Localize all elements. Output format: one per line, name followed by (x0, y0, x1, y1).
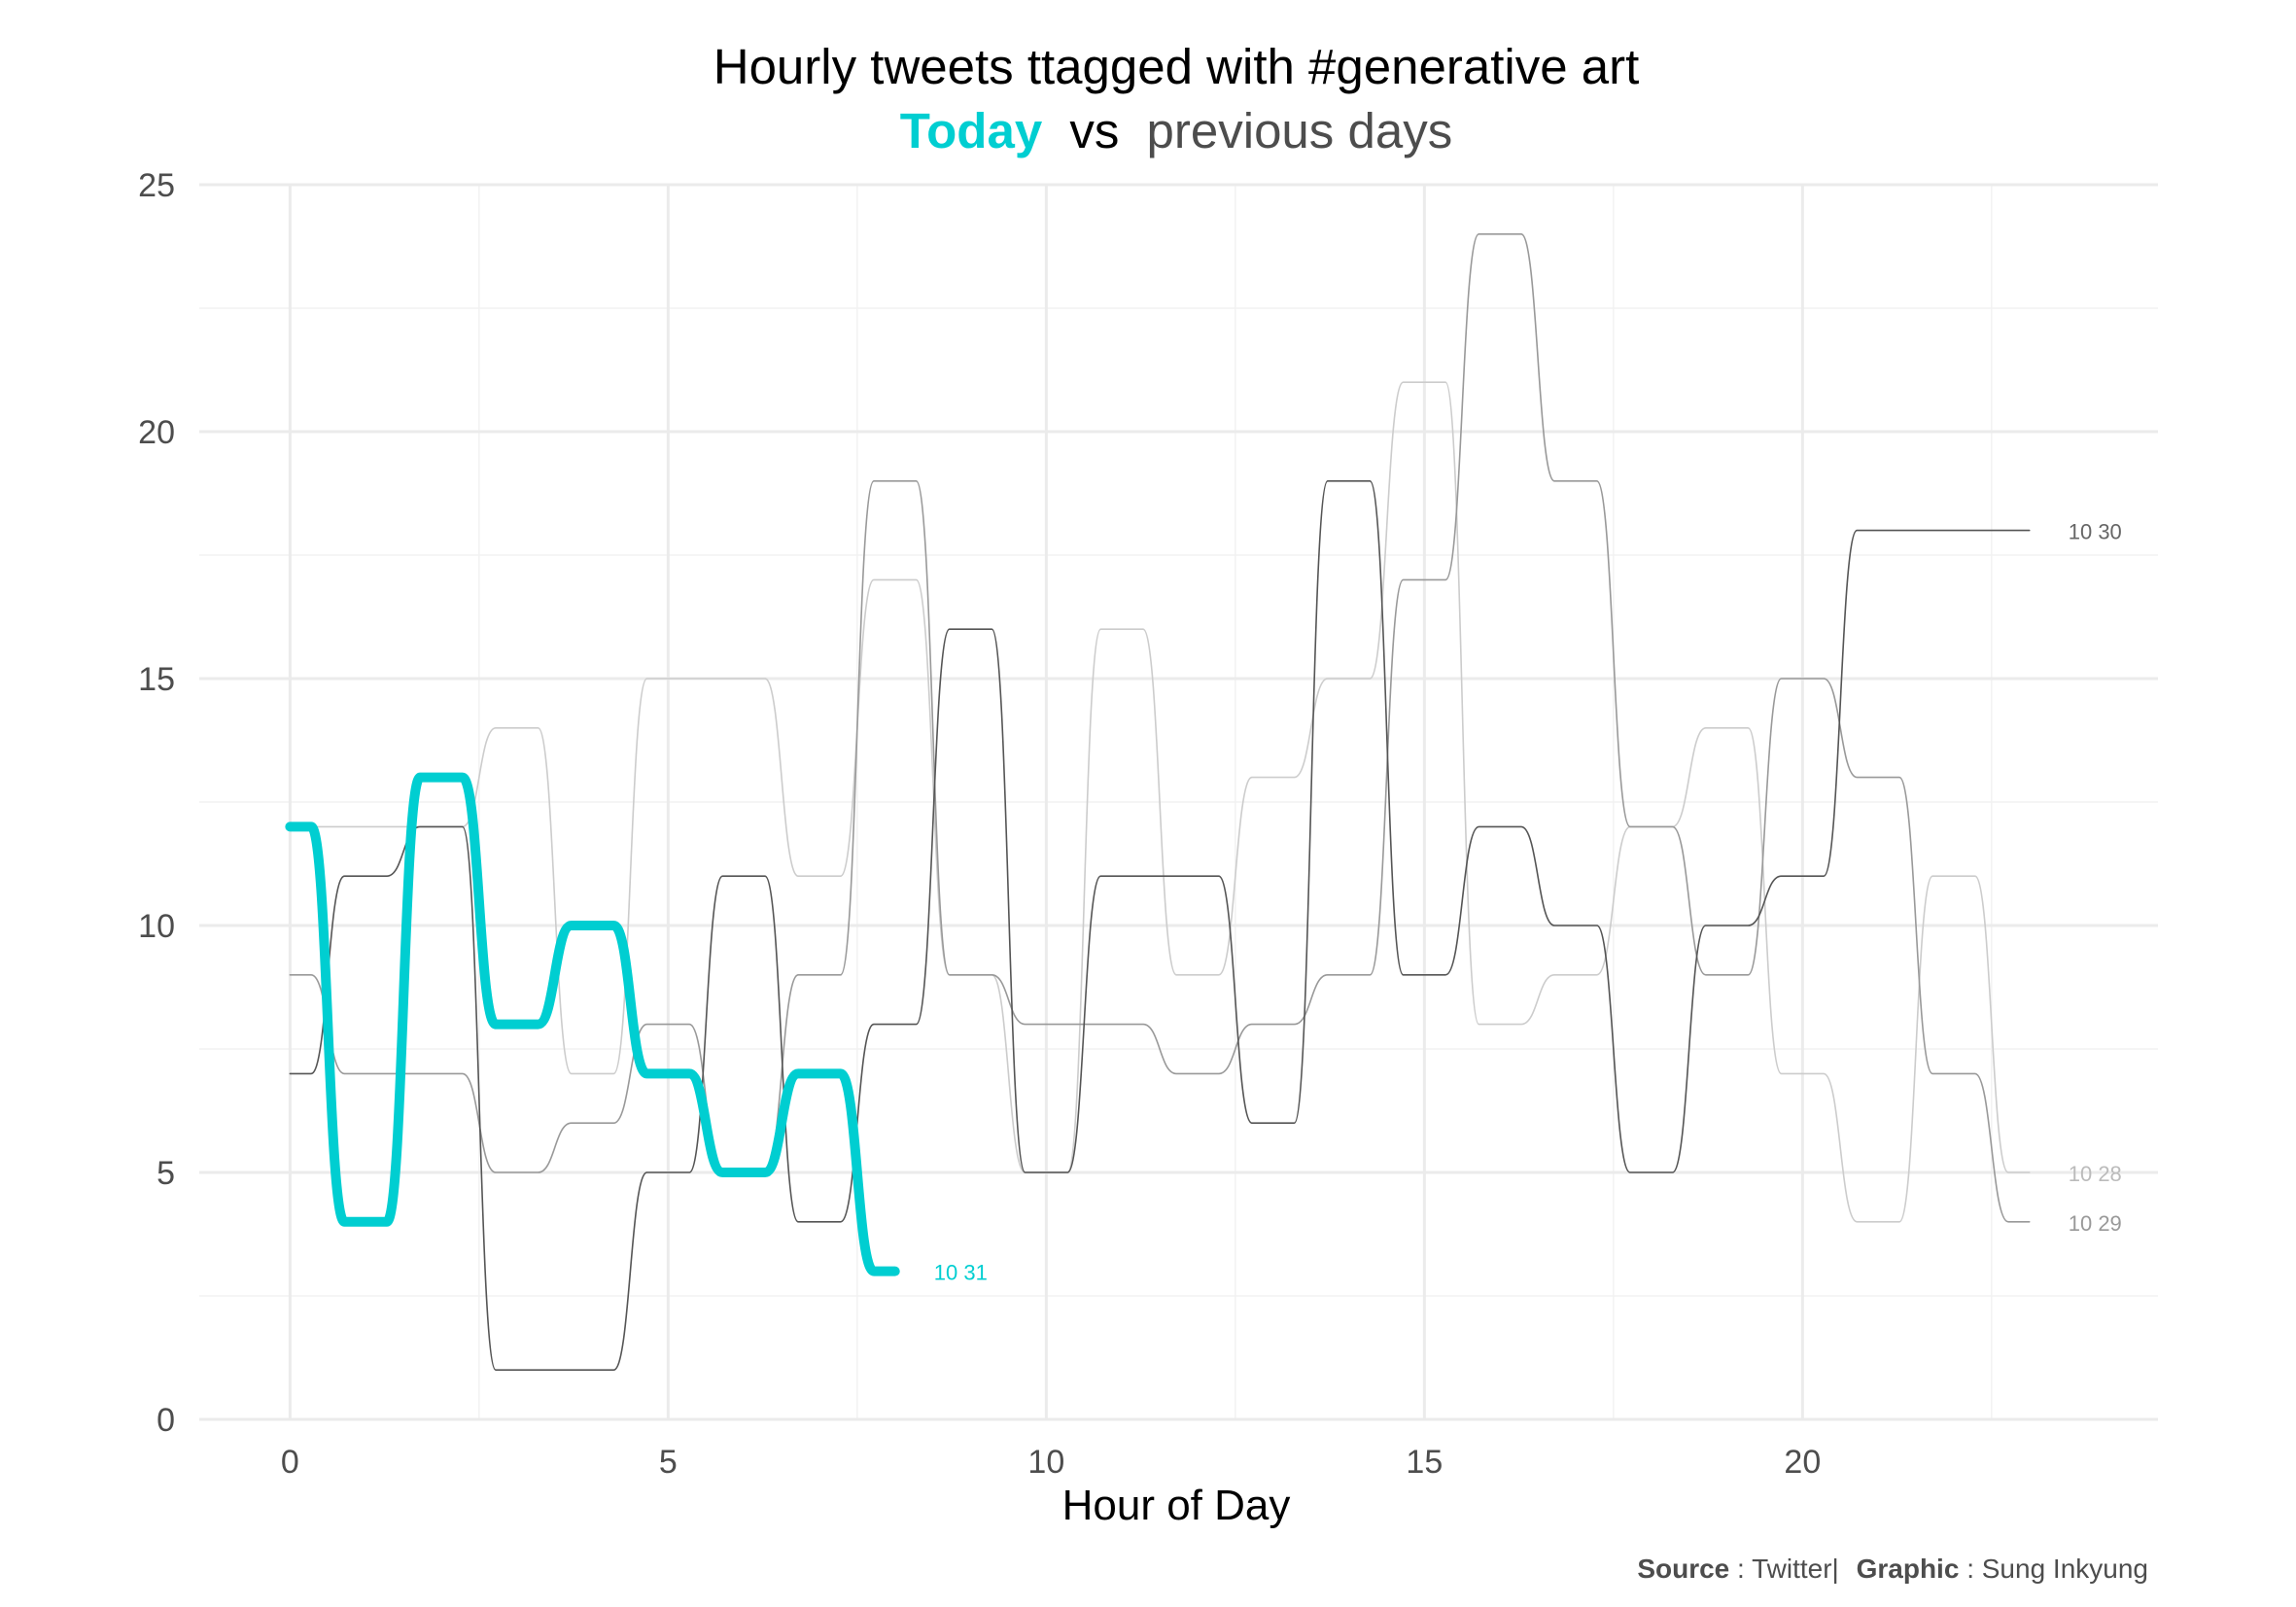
y-tick-label: 10 (138, 908, 175, 945)
x-tick-label: 20 (1784, 1444, 1821, 1481)
caption-graphic-value: : Sung Inkyung (1966, 1554, 2148, 1584)
caption-graphic-label: Graphic (1857, 1554, 1960, 1584)
y-tick-label: 0 (157, 1402, 175, 1439)
subtitle-previous: previous days (1147, 103, 1453, 158)
chart-title: Hourly tweets ttagged with #generative a… (713, 39, 1640, 94)
y-tick-label: 20 (138, 414, 175, 451)
caption-source-value: : Twitter| (1737, 1554, 1839, 1584)
x-tick-labels: 0 5 10 15 20 (281, 1444, 1821, 1481)
y-tick-label: 25 (138, 167, 175, 204)
series-end-label-10-30: 10 30 (2069, 520, 2122, 544)
series-end-label-10-28: 10 28 (2069, 1162, 2122, 1186)
x-tick-label: 15 (1406, 1444, 1443, 1481)
caption-source-label: Source (1637, 1554, 1729, 1584)
series-line-10-29 (289, 233, 2031, 1223)
subtitle-vs: vs (1069, 103, 1119, 158)
y-tick-label: 5 (157, 1155, 175, 1192)
y-tick-label: 15 (138, 661, 175, 698)
series-line-10-30 (289, 480, 2031, 1372)
caption: Source : Twitter| Graphic : Sung Inkyung (1637, 1554, 2148, 1584)
series-line-10-31 (285, 772, 900, 1276)
series-end-labels: 10 28 10 29 10 30 10 31 (934, 520, 2122, 1285)
series-end-label-10-31: 10 31 (934, 1261, 988, 1285)
series-lines (285, 233, 2031, 1372)
grid-lines (199, 183, 2158, 1421)
x-tick-label: 5 (659, 1444, 678, 1481)
y-tick-labels: 0 5 10 15 20 25 (138, 167, 175, 1439)
series-line-10-28 (289, 381, 2031, 1223)
subtitle-today: Today (900, 103, 1043, 158)
x-axis-label: Hour of Day (1062, 1482, 1291, 1529)
x-tick-label: 10 (1027, 1444, 1064, 1481)
series-end-label-10-29: 10 29 (2069, 1211, 2122, 1236)
chart-subtitle: Today vs previous days (900, 103, 1452, 158)
x-tick-label: 0 (281, 1444, 299, 1481)
